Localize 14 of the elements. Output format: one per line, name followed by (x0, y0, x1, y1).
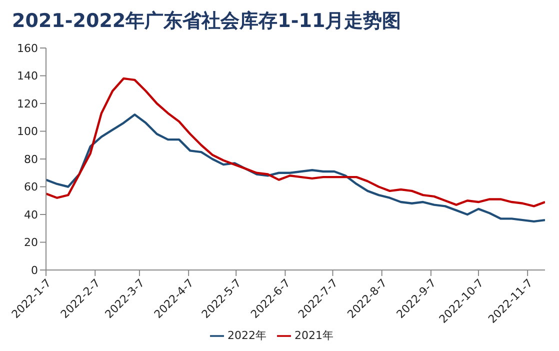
legend-label: 2021年 (294, 329, 334, 342)
y-tick-label: 0 (31, 264, 38, 277)
y-tick-label: 20 (24, 236, 38, 250)
y-tick-label: 120 (17, 97, 38, 110)
y-tick-label: 60 (24, 180, 38, 194)
y-tick-label: 160 (17, 42, 38, 55)
y-tick-label: 80 (24, 152, 38, 166)
y-tick-label: 40 (24, 208, 38, 222)
line-series (46, 114, 545, 223)
y-tick-label: 100 (17, 125, 38, 138)
legend-label: 2022年 (228, 329, 266, 342)
line-series (46, 77, 545, 208)
y-tick-label: 140 (17, 70, 38, 83)
chart-title: 2021-2022年广东省社会库存1-11月走势图 (11, 9, 402, 34)
